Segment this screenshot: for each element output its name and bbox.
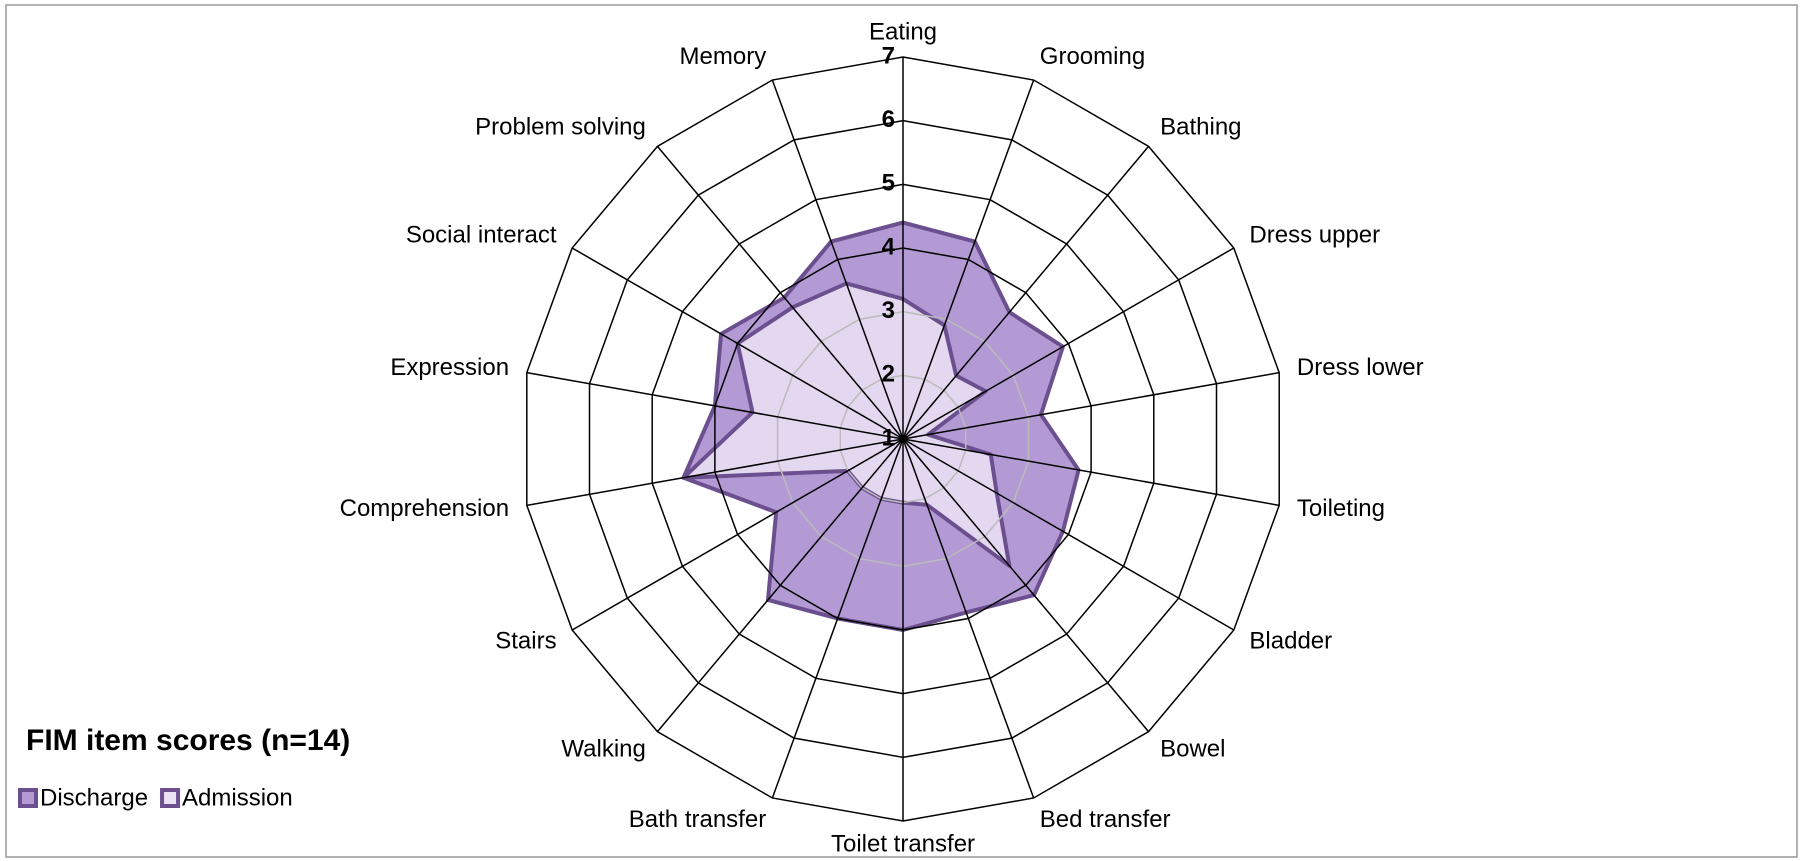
- r-tick-label: 2: [882, 361, 895, 388]
- category-label: Walking: [561, 735, 645, 762]
- category-label: Toilet transfer: [831, 830, 975, 857]
- spoke: [902, 438, 1235, 631]
- spoke: [902, 145, 1150, 440]
- r-tick-label: 5: [882, 170, 895, 197]
- legend-swatch: [18, 788, 38, 808]
- r-tick-label: 3: [882, 297, 895, 324]
- category-label: Eating: [869, 18, 937, 45]
- r-tick-label: 6: [882, 106, 895, 133]
- spoke: [526, 438, 904, 507]
- r-tick-label: 4: [882, 233, 896, 260]
- chart-title: FIM item scores (n=14): [26, 724, 350, 757]
- spoke: [902, 438, 1280, 507]
- r-tick-label: 7: [882, 42, 895, 69]
- spoke: [526, 371, 904, 440]
- spoke: [656, 145, 904, 440]
- spoke: [771, 79, 904, 440]
- spoke: [902, 438, 1150, 733]
- category-label: Toileting: [1297, 495, 1385, 522]
- category-label: Bath transfer: [629, 806, 766, 833]
- legend-label: Admission: [182, 784, 293, 811]
- legend-label: Discharge: [40, 784, 148, 811]
- category-label: Stairs: [495, 627, 556, 654]
- spoke: [656, 438, 904, 733]
- category-label: Social interact: [406, 221, 557, 248]
- category-label: Bathing: [1160, 113, 1241, 140]
- category-label: Dress upper: [1249, 221, 1380, 248]
- category-label: Comprehension: [340, 495, 509, 522]
- spoke: [771, 438, 904, 799]
- category-label: Expression: [390, 354, 509, 381]
- category-label: Bowel: [1160, 735, 1225, 762]
- category-label: Grooming: [1040, 43, 1145, 70]
- category-label: Bed transfer: [1040, 806, 1171, 833]
- spoke: [571, 247, 904, 440]
- category-label: Dress lower: [1297, 354, 1424, 381]
- legend-swatch: [160, 788, 181, 808]
- spoke: [902, 371, 1280, 440]
- spoke: [571, 438, 904, 631]
- category-label: Memory: [680, 43, 767, 70]
- spoke: [902, 79, 1035, 440]
- r-tick-label: 1: [882, 424, 895, 451]
- category-label: Bladder: [1249, 627, 1332, 654]
- spoke: [902, 247, 1235, 440]
- spoke: [902, 438, 1035, 799]
- category-label: Problem solving: [475, 113, 646, 140]
